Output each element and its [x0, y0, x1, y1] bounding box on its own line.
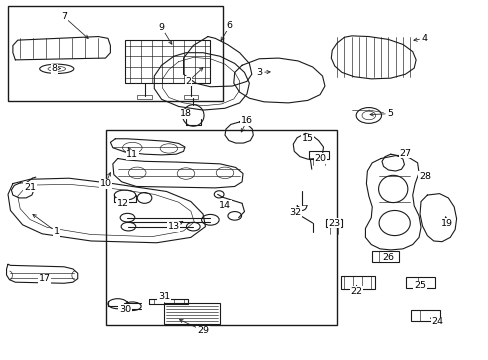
Text: 12: 12	[116, 199, 128, 208]
Bar	[406, 277, 434, 288]
Bar	[8, 6, 222, 101]
Text: 30: 30	[119, 305, 131, 314]
Text: 5: 5	[387, 109, 393, 118]
Text: 19: 19	[440, 219, 452, 228]
Text: 23: 23	[328, 219, 340, 228]
Bar	[326, 220, 341, 227]
Text: 15: 15	[301, 134, 313, 143]
Bar	[125, 40, 210, 83]
Bar	[183, 95, 198, 99]
Bar	[410, 310, 439, 320]
Bar	[163, 303, 220, 324]
Text: 7: 7	[61, 12, 67, 21]
Text: 28: 28	[418, 172, 430, 181]
Text: 27: 27	[399, 149, 410, 158]
Text: 6: 6	[226, 21, 232, 30]
Text: 29: 29	[197, 326, 209, 335]
Text: 31: 31	[158, 292, 170, 301]
Text: 25: 25	[413, 281, 425, 290]
Text: 32: 32	[289, 208, 301, 217]
Text: 26: 26	[382, 253, 393, 262]
Text: 1: 1	[54, 228, 60, 237]
Text: 14: 14	[219, 201, 230, 210]
Bar	[137, 95, 152, 99]
Text: 22: 22	[350, 287, 362, 296]
Bar	[371, 251, 398, 262]
Text: 2: 2	[185, 77, 191, 86]
Bar	[308, 151, 329, 159]
Text: 3: 3	[256, 68, 262, 77]
Text: 18: 18	[180, 109, 192, 118]
Text: 17: 17	[39, 274, 50, 283]
Text: 11: 11	[126, 150, 138, 159]
Text: 21: 21	[24, 183, 36, 192]
Text: 24: 24	[430, 317, 442, 326]
Text: 9: 9	[158, 23, 164, 32]
Bar	[105, 130, 336, 325]
Bar	[340, 276, 374, 289]
Text: 8: 8	[51, 64, 57, 73]
Text: 10: 10	[100, 179, 111, 188]
Text: 4: 4	[421, 34, 427, 43]
Text: 16: 16	[241, 116, 252, 125]
Text: 13: 13	[167, 222, 180, 231]
Text: 20: 20	[313, 154, 325, 163]
